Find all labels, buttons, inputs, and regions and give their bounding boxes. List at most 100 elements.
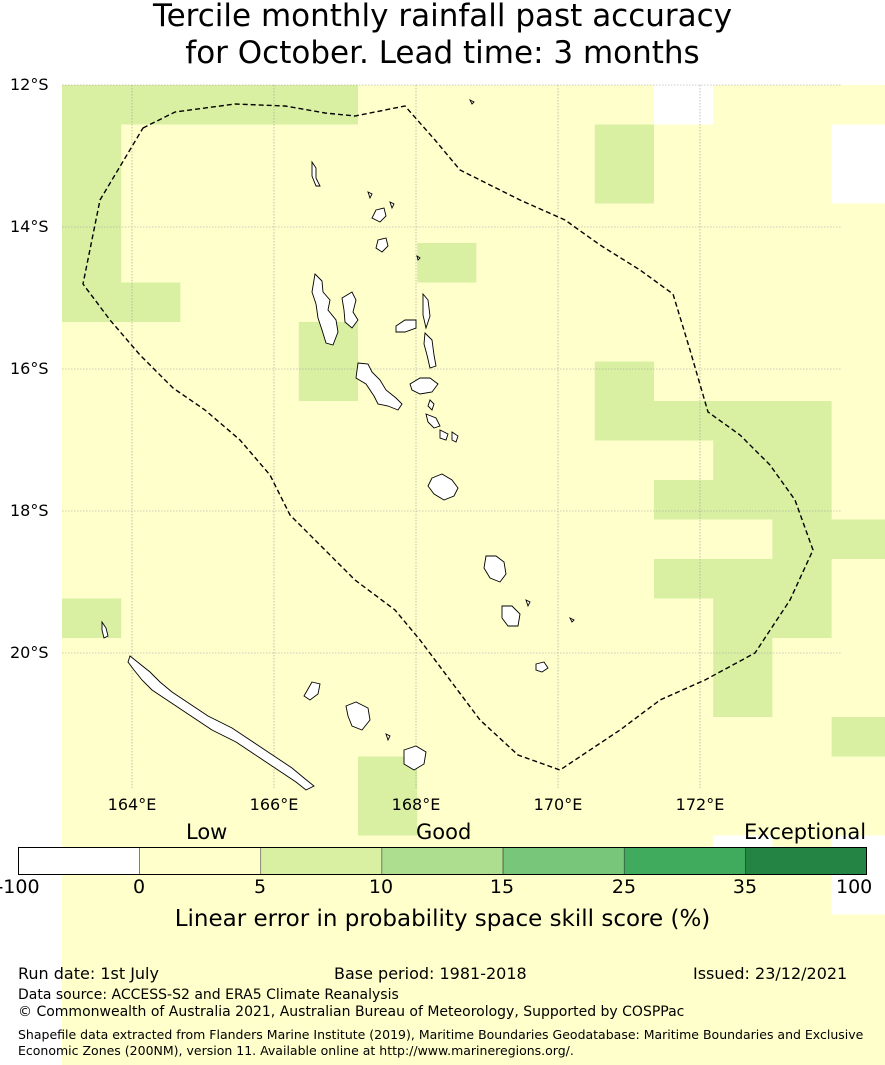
grid-cell bbox=[239, 717, 300, 758]
grid-cell bbox=[298, 124, 359, 165]
grid-cell bbox=[713, 875, 773, 916]
grid-cell bbox=[121, 519, 181, 560]
grid-cell bbox=[594, 993, 655, 1034]
grid-cell bbox=[772, 796, 833, 837]
grid-cell bbox=[62, 440, 122, 481]
grid-cell bbox=[772, 243, 833, 284]
grid-cell bbox=[476, 164, 537, 205]
grid-cell bbox=[298, 954, 359, 995]
grid-cell bbox=[62, 875, 122, 916]
grid-cell bbox=[298, 361, 359, 402]
lat-label: 18°S bbox=[10, 501, 49, 520]
grid-cell bbox=[62, 796, 122, 837]
grid-cell bbox=[62, 124, 122, 165]
grid-cell bbox=[121, 598, 181, 639]
lat-label: 20°S bbox=[10, 643, 49, 662]
colorbar-segment bbox=[745, 847, 867, 875]
colorbar-tick: 5 bbox=[253, 876, 267, 898]
grid-cell bbox=[239, 796, 300, 837]
grid-cell bbox=[535, 124, 596, 165]
grid-cell bbox=[417, 164, 477, 205]
grid-cell bbox=[772, 993, 833, 1034]
grid-cell bbox=[239, 993, 300, 1034]
grid-cell bbox=[594, 559, 655, 600]
island-espiritu-santo bbox=[311, 273, 339, 346]
grid-cell bbox=[62, 480, 122, 521]
grid-cell bbox=[62, 164, 122, 205]
island-pentecost bbox=[423, 332, 437, 369]
grid-cell bbox=[594, 519, 655, 560]
grid-cell bbox=[713, 85, 773, 126]
grid-cell bbox=[298, 1033, 359, 1065]
grid-cell bbox=[239, 559, 300, 600]
grid-cell bbox=[239, 203, 300, 244]
grid-cell bbox=[713, 203, 773, 244]
grid-cell bbox=[654, 519, 714, 560]
grid-cell bbox=[772, 203, 833, 244]
grid-cell bbox=[358, 796, 418, 837]
grid-cell bbox=[121, 282, 181, 323]
data-source: Data source: ACCESS-S2 and ERA5 Climate … bbox=[18, 987, 399, 1003]
grid-cell bbox=[62, 282, 122, 323]
grid-cell bbox=[476, 361, 537, 402]
grid-cell bbox=[121, 717, 181, 758]
grid-cell bbox=[594, 598, 655, 639]
grid-cell bbox=[180, 954, 241, 995]
grid-cell bbox=[713, 1033, 773, 1065]
grid-cell bbox=[417, 875, 477, 916]
grid-cell bbox=[654, 559, 714, 600]
grid-cell bbox=[239, 124, 300, 165]
grid-cell bbox=[713, 796, 773, 837]
island-malo bbox=[341, 291, 359, 329]
island-small-6 bbox=[385, 733, 391, 742]
grid-cell bbox=[239, 954, 300, 995]
grid-cell bbox=[239, 322, 300, 363]
grid-cell bbox=[417, 124, 477, 165]
grid-cell bbox=[476, 519, 537, 560]
island-small-5 bbox=[568, 616, 575, 623]
colorbar-tick: -100 bbox=[0, 876, 40, 898]
grid-cell bbox=[713, 598, 773, 639]
grid-cell bbox=[535, 322, 596, 363]
grid-cell bbox=[654, 638, 714, 679]
island-tanna bbox=[501, 605, 521, 627]
grid-cell bbox=[831, 85, 885, 126]
grid-cell bbox=[713, 282, 773, 323]
grid-cell bbox=[121, 361, 181, 402]
grid-cell bbox=[298, 598, 359, 639]
colorbar-word-good: Good bbox=[416, 820, 472, 844]
grid-cell bbox=[121, 203, 181, 244]
grid-cell bbox=[831, 559, 885, 600]
colorbar-tick: 0 bbox=[132, 876, 146, 898]
grid-cell bbox=[594, 124, 655, 165]
grid-cell bbox=[713, 480, 773, 521]
island-erromango bbox=[483, 555, 507, 583]
colorbar-segment bbox=[18, 847, 140, 875]
grid-cell bbox=[417, 914, 477, 955]
grid-cell bbox=[62, 85, 122, 126]
grid-cell bbox=[654, 164, 714, 205]
colorbar-segment bbox=[381, 847, 504, 875]
island-paama bbox=[427, 399, 435, 411]
grid-cell bbox=[831, 993, 885, 1034]
grid-cell bbox=[180, 559, 241, 600]
grid-cell bbox=[180, 1033, 241, 1065]
grid-cell bbox=[239, 282, 300, 323]
grid-cell bbox=[239, 519, 300, 560]
grid-cell bbox=[594, 875, 655, 916]
grid-cell bbox=[180, 914, 241, 955]
grid-cell bbox=[121, 401, 181, 442]
grid-cell bbox=[476, 796, 537, 837]
grid-cell bbox=[180, 124, 241, 165]
grid-cell bbox=[831, 322, 885, 363]
grid-cell bbox=[594, 1033, 655, 1065]
grid-cell bbox=[121, 756, 181, 797]
grid-cell bbox=[417, 519, 477, 560]
grid-cell bbox=[594, 203, 655, 244]
title-line-1: Tercile monthly rainfall past accuracy bbox=[152, 0, 733, 34]
eez-boundary bbox=[82, 103, 814, 771]
grid-cell bbox=[62, 638, 122, 679]
grid-cell bbox=[654, 796, 714, 837]
grid-cell bbox=[594, 440, 655, 481]
grid-cell bbox=[713, 322, 773, 363]
